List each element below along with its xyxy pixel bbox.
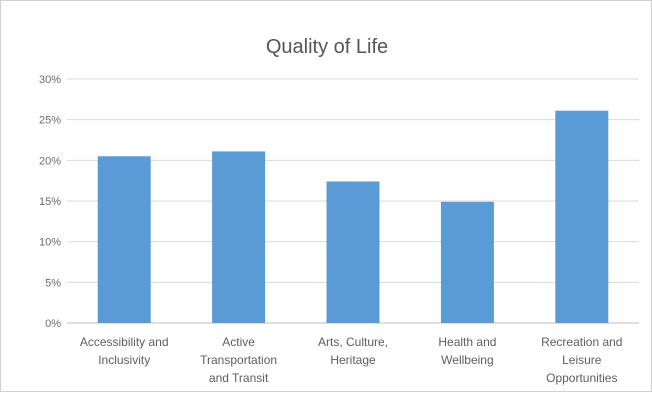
chart-title: Quality of Life	[266, 36, 388, 58]
bar-3	[326, 181, 380, 323]
category-label: Recreation and Leisure Opportunities	[541, 335, 622, 385]
bar-2	[212, 151, 266, 323]
category-label: Accessibility and Inclusivity	[80, 335, 169, 367]
category-label: Active Transportation and Transit	[200, 335, 277, 385]
y-tick-label: 10%	[39, 237, 61, 249]
y-tick-label: 20%	[39, 155, 61, 167]
bars	[97, 110, 609, 323]
x-axis-category-labels: Accessibility and Inclusivity Active Transp…	[80, 335, 623, 385]
y-tick-label: 0%	[45, 318, 61, 330]
y-tick-label: 15%	[39, 196, 61, 208]
bar-5	[555, 110, 609, 323]
y-tick-label: 30%	[39, 74, 61, 86]
category-label: Health and Wellbeing	[438, 335, 496, 367]
y-tick-label: 25%	[39, 115, 61, 127]
category-label: Arts, Culture, Heritage	[318, 335, 388, 367]
bar-4	[440, 201, 494, 323]
y-axis-ticks: 0% 5% 10% 15% 20% 25% 30%	[39, 74, 61, 330]
bar-1	[97, 156, 151, 323]
y-tick-label: 5%	[45, 277, 61, 289]
